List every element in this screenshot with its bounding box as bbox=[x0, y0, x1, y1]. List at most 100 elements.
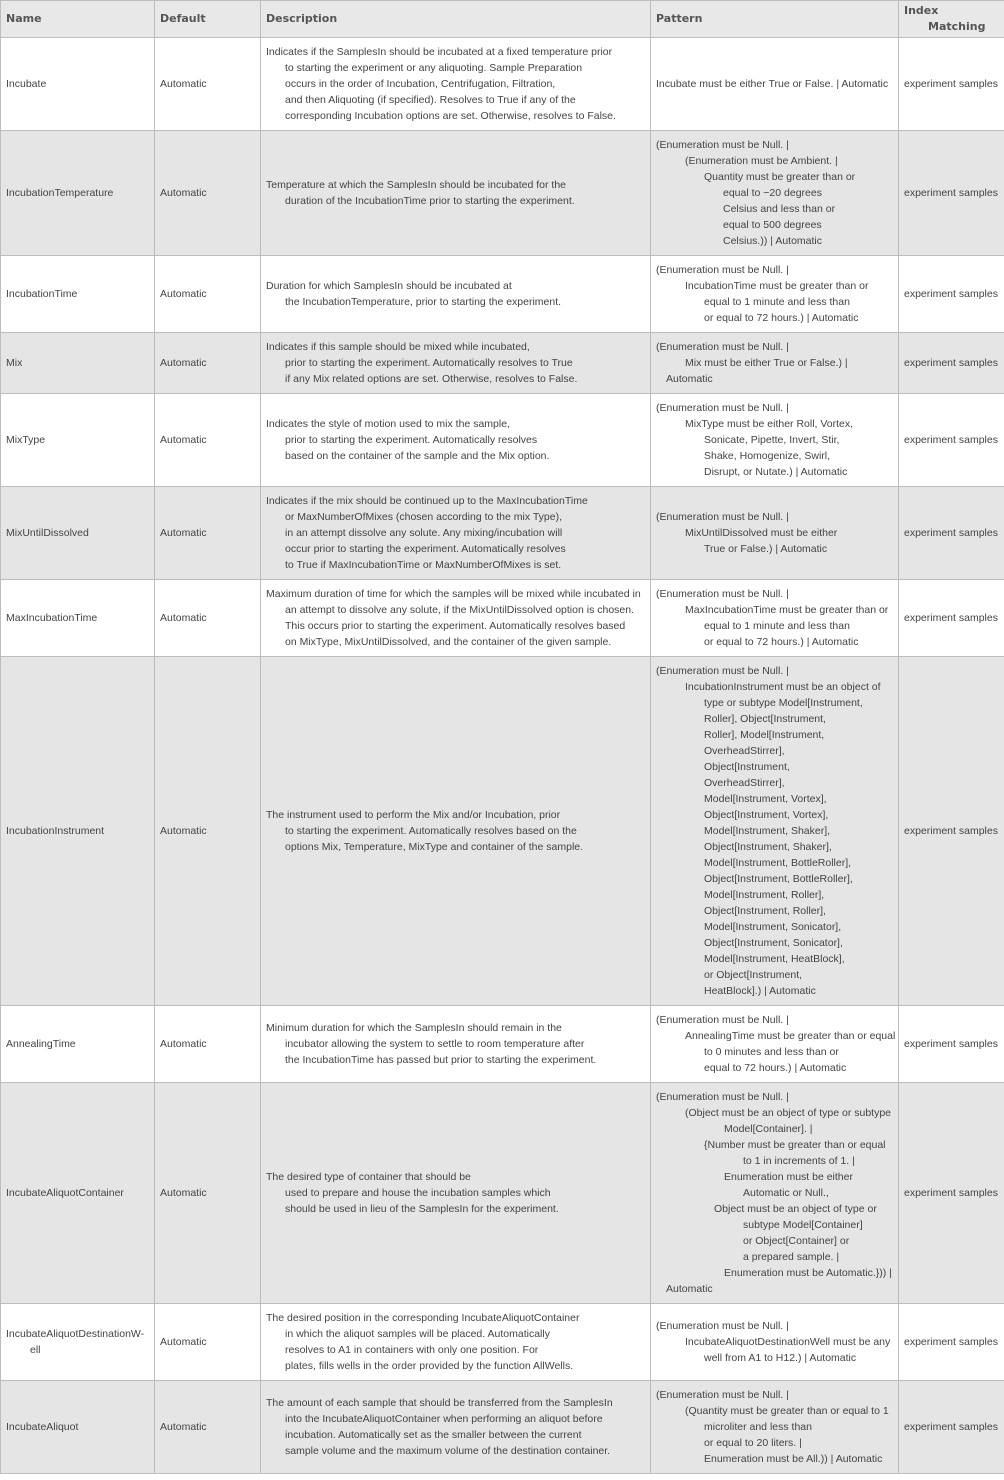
option-name: Mix bbox=[0, 332, 155, 394]
pattern-line: equal to −20 degrees bbox=[723, 187, 822, 199]
pattern-line: True or False.) | Automatic bbox=[704, 543, 828, 555]
option-name: IncubateAliquotContainer bbox=[0, 1082, 155, 1304]
pattern-line: (Enumeration must be Null. | bbox=[656, 402, 789, 414]
description-line: in which the aliquot samples will be pla… bbox=[285, 1328, 550, 1340]
table-row: MaxIncubationTime Automatic Maximum durati… bbox=[0, 579, 1004, 657]
pattern-line: Object[Instrument, bbox=[704, 761, 790, 773]
default-value: Automatic bbox=[154, 486, 261, 580]
pattern-line: Enumeration must be Automatic.})) | bbox=[724, 1267, 892, 1279]
pattern-line: Object[Instrument, Vortex], bbox=[704, 809, 829, 821]
pattern-line: {Number must be greater than or equal bbox=[704, 1139, 886, 1151]
description: Minimum duration for which the SamplesIn… bbox=[260, 1005, 651, 1083]
table-row: IncubationTime Automatic Duration for whic… bbox=[0, 255, 1004, 333]
pattern-line: to 1 in increments of 1. | bbox=[743, 1155, 855, 1167]
header-default: Default bbox=[154, 0, 261, 38]
pattern: (Enumeration must be Null. | Mix must be … bbox=[650, 332, 899, 394]
pattern: (Enumeration must be Null. | IncubationIn… bbox=[650, 656, 899, 1006]
description: Indicates if this sample should be mixed… bbox=[260, 332, 651, 394]
option-name-line: MixUntilDissolved bbox=[6, 527, 89, 539]
pattern-line: Object[Instrument, BottleRoller], bbox=[704, 873, 853, 885]
option-name: MixUntilDissolved bbox=[0, 486, 155, 580]
description-line: based on the container of the sample and… bbox=[285, 450, 550, 462]
description-line: options Mix, Temperature, MixType and co… bbox=[285, 841, 584, 853]
header-row: Name Default Description Pattern Index Ma… bbox=[0, 0, 1004, 38]
description-line: occur prior to starting the experiment. … bbox=[285, 543, 566, 555]
description-line: prior to starting the experiment. Automa… bbox=[285, 434, 538, 446]
pattern-line: (Enumeration must be Null. | bbox=[656, 665, 789, 677]
description-line: used to prepare and house the incubation… bbox=[285, 1187, 551, 1199]
default-value: Automatic bbox=[154, 393, 261, 487]
option-name: IncubateAliquotDestinationW-ell bbox=[0, 1303, 155, 1381]
table-row: IncubationTemperature Automatic Temperatur… bbox=[0, 130, 1004, 256]
description-line: Temperature at which the SamplesIn shoul… bbox=[266, 179, 567, 191]
default-value: Automatic bbox=[154, 37, 261, 131]
pattern-line: (Enumeration must be Null. | bbox=[656, 1320, 789, 1332]
option-name-line: IncubationTemperature bbox=[6, 187, 114, 199]
pattern-line: or Object[Instrument, bbox=[704, 969, 803, 981]
pattern-line: Automatic bbox=[666, 373, 713, 385]
option-name-line: IncubationInstrument bbox=[6, 825, 105, 837]
pattern-line: (Enumeration must be Null. | bbox=[656, 341, 789, 353]
pattern: (Enumeration must be Null. | MixUntilDiss… bbox=[650, 486, 899, 580]
pattern-line: or equal to 72 hours.) | Automatic bbox=[704, 312, 859, 324]
pattern-line: (Enumeration must be Null. | bbox=[656, 264, 789, 276]
pattern-line: Celsius.)) | Automatic bbox=[723, 235, 823, 247]
pattern-line: (Enumeration must be Null. | bbox=[656, 588, 789, 600]
pattern-line: (Enumeration must be Null. | bbox=[656, 1389, 789, 1401]
table-row: Mix Automatic Indicates if this sample sho… bbox=[0, 332, 1004, 394]
index-matching: experiment samples bbox=[898, 656, 1004, 1006]
pattern-line: to 0 minutes and less than or bbox=[704, 1046, 839, 1058]
description-line: The desired position in the correspondin… bbox=[266, 1312, 580, 1324]
description-line: to True if MaxIncubationTime or MaxNumbe… bbox=[285, 559, 562, 571]
table-row: MixUntilDissolved Automatic Indicates if t… bbox=[0, 486, 1004, 580]
description-line: to starting the experiment. Automaticall… bbox=[285, 825, 577, 837]
description-line: and then Aliquoting (if specified). Reso… bbox=[285, 94, 576, 106]
default-value: Automatic bbox=[154, 332, 261, 394]
pattern-line: Enumeration must be All.)) | Automatic bbox=[704, 1453, 883, 1465]
header-pattern: Pattern bbox=[650, 0, 899, 38]
description: The desired position in the correspondin… bbox=[260, 1303, 651, 1381]
description-line: Indicates if the mix should be continued… bbox=[266, 495, 588, 507]
pattern-line: Model[Instrument, Vortex], bbox=[704, 793, 827, 805]
description: Indicates if the mix should be continued… bbox=[260, 486, 651, 580]
description-line: Indicates if this sample should be mixed… bbox=[266, 341, 530, 353]
pattern-line: subtype Model[Container] bbox=[743, 1219, 863, 1231]
pattern: (Enumeration must be Null. | MaxIncubatio… bbox=[650, 579, 899, 657]
description-line: Indicates if the SamplesIn should be inc… bbox=[266, 46, 613, 58]
description-line: Minimum duration for which the SamplesIn… bbox=[266, 1022, 562, 1034]
option-name-line: IncubateAliquotDestinationW- bbox=[6, 1328, 145, 1340]
description-line: This occurs prior to starting the experi… bbox=[285, 620, 626, 632]
pattern-line: type or subtype Model[Instrument, bbox=[704, 697, 863, 709]
pattern-line: Object must be an object of type or bbox=[714, 1203, 877, 1215]
description-line: or MaxNumberOfMixes (chosen according to… bbox=[285, 511, 562, 523]
pattern-line: IncubationTime must be greater than or bbox=[685, 280, 869, 292]
pattern-line: equal to 72 hours.) | Automatic bbox=[704, 1062, 847, 1074]
pattern-line: Incubate must be either True or False. |… bbox=[656, 78, 889, 90]
index-matching: experiment samples bbox=[898, 1380, 1004, 1474]
pattern-line: MixUntilDissolved must be either bbox=[685, 527, 838, 539]
header-index-matching: Index Matching bbox=[898, 0, 1004, 38]
pattern-line: Object[Instrument, Shaker], bbox=[704, 841, 832, 853]
table-row: IncubateAliquotContainer Automatic The des… bbox=[0, 1082, 1004, 1304]
option-name-line: MixType bbox=[6, 434, 46, 446]
pattern: (Enumeration must be Null. | (Enumeration… bbox=[650, 130, 899, 256]
pattern: (Enumeration must be Null. | MixType must… bbox=[650, 393, 899, 487]
pattern-line: Model[Instrument, BottleRoller], bbox=[704, 857, 852, 869]
description-line: to starting the experiment or any aliquo… bbox=[285, 62, 583, 74]
description-line: occurs in the order of Incubation, Centr… bbox=[285, 78, 556, 90]
option-name: AnnealingTime bbox=[0, 1005, 155, 1083]
pattern-line: Mix must be either True or False.) | bbox=[685, 357, 848, 369]
description-line: into the IncubateAliquotContainer when p… bbox=[285, 1413, 603, 1425]
header-index-line1: Index bbox=[904, 4, 939, 17]
pattern-line: Automatic bbox=[666, 1283, 713, 1295]
table-row: AnnealingTime Automatic Minimum duration f… bbox=[0, 1005, 1004, 1083]
index-matching: experiment samples bbox=[898, 332, 1004, 394]
default-value: Automatic bbox=[154, 1082, 261, 1304]
pattern-line: (Enumeration must be Null. | bbox=[656, 139, 789, 151]
pattern-line: (Enumeration must be Ambient. | bbox=[685, 155, 838, 167]
pattern-line: Roller], Model[Instrument, bbox=[704, 729, 825, 741]
description-line: The desired type of container that shoul… bbox=[266, 1171, 471, 1183]
default-value: Automatic bbox=[154, 656, 261, 1006]
table-row: IncubateAliquotDestinationW-ell Automatic… bbox=[0, 1303, 1004, 1381]
option-name-line: IncubateAliquot bbox=[6, 1421, 79, 1433]
